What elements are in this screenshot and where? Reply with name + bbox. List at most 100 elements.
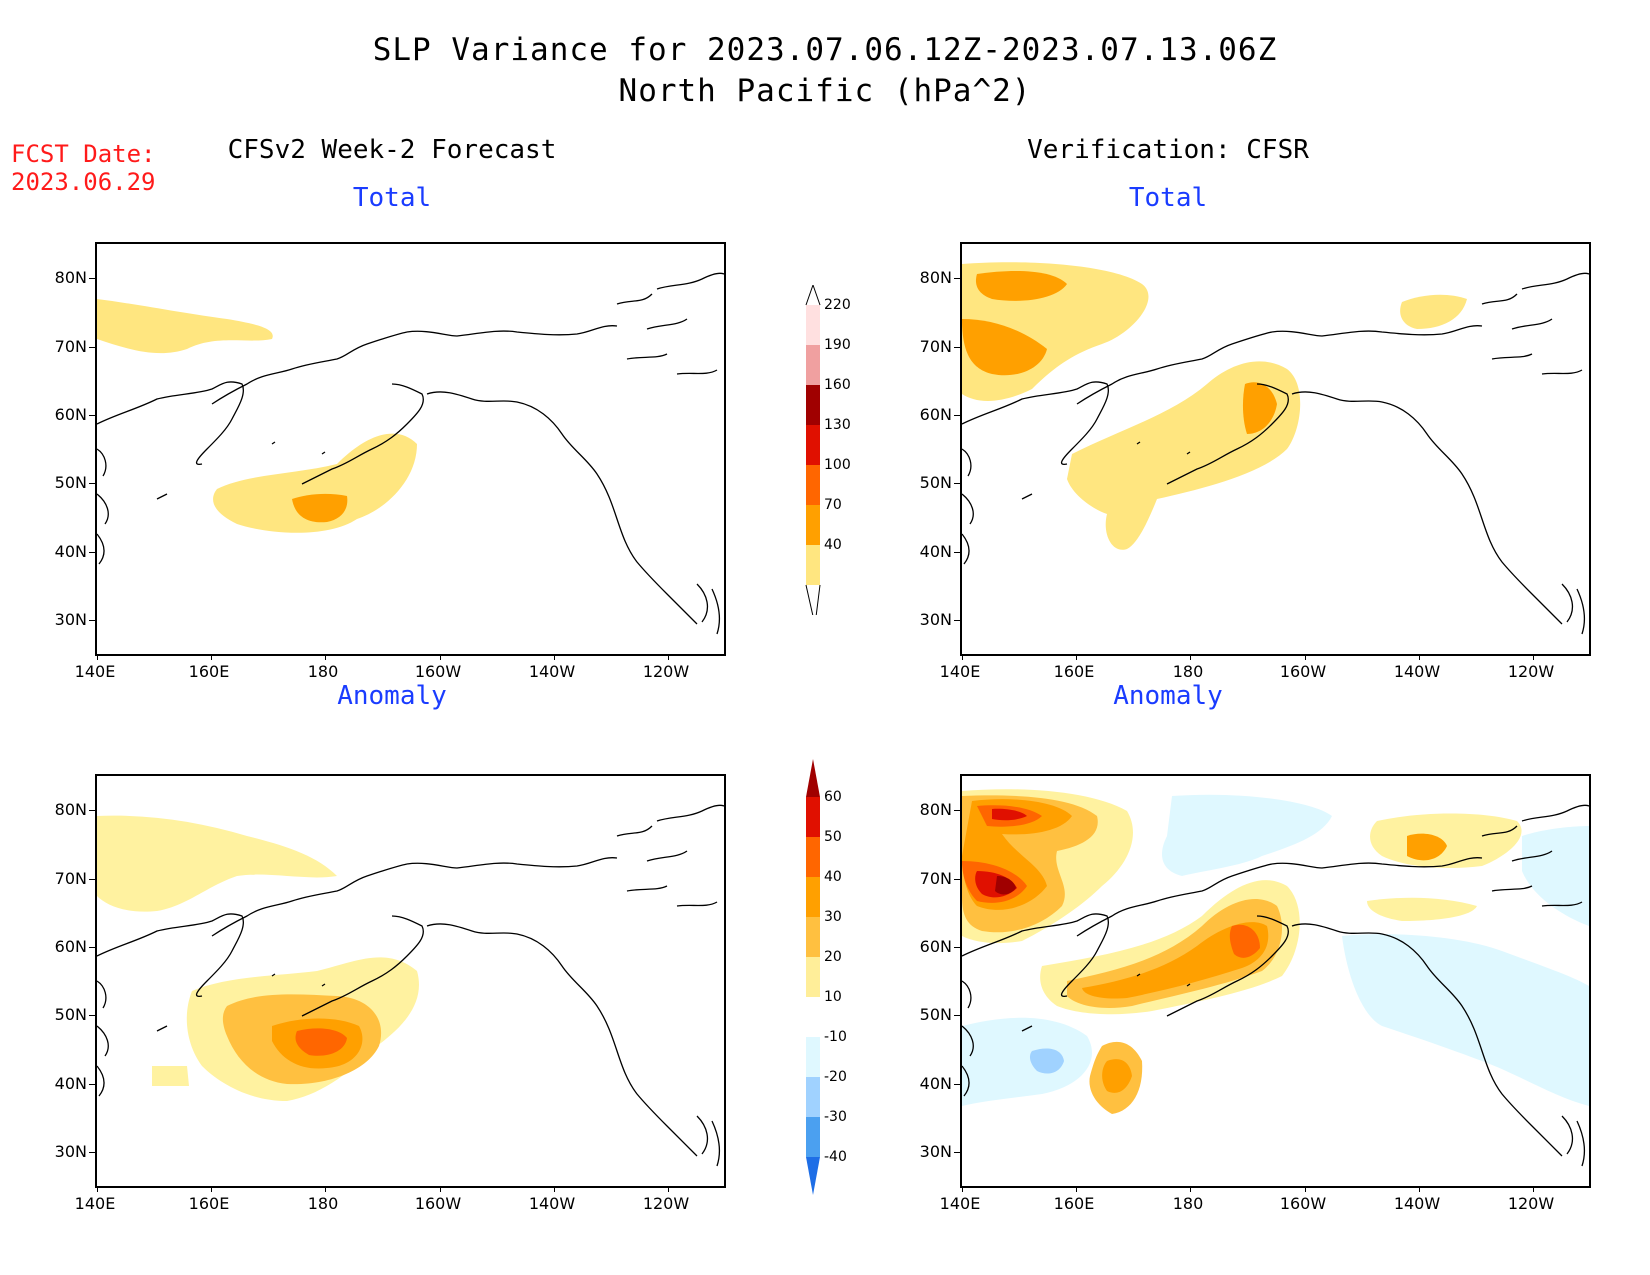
map-forecast-anomaly-svg: [97, 804, 724, 1167]
coastline-segment: [1076, 331, 1273, 405]
longitude-label: 140W: [528, 662, 576, 681]
longitude-tick: [1419, 654, 1420, 660]
coastlines: [97, 804, 724, 1167]
latitude-label: 50N: [54, 473, 87, 492]
longitude-label: 160W: [414, 662, 462, 681]
shade-10-alaska-north: [1370, 813, 1522, 868]
latitude-tick: [954, 415, 960, 416]
shade-70-arctic-south: [962, 319, 1047, 376]
shade-10-arctic: [97, 815, 337, 912]
coastline-segment: [97, 913, 244, 997]
latitude-tick: [954, 483, 960, 484]
longitude-tick: [440, 1186, 441, 1192]
coastline-segment: [1271, 325, 1483, 337]
latitude-label: 40N: [919, 1074, 952, 1093]
shade-neg10-rightedge: [1522, 826, 1589, 926]
verification-total-title: Total: [1128, 183, 1208, 213]
latitude-label: 60N: [54, 937, 87, 956]
shade-30-yellow-south: [1102, 1059, 1132, 1093]
main-title: SLP Variance for 2023.07.06.12Z-2023.07.…: [372, 32, 1278, 68]
latitude-tick: [954, 879, 960, 880]
longitude-tick: [668, 1186, 669, 1192]
coastline-segment: [962, 980, 974, 1097]
longitude-label: 120W: [1507, 1194, 1555, 1213]
coastline-segment: [962, 381, 1109, 465]
map-verification-anomaly-svg: [962, 789, 1589, 1167]
coastline-segment: [962, 913, 1109, 997]
latitude-label: 40N: [54, 1074, 87, 1093]
colorbar-swatch: [806, 305, 820, 345]
shade-10-gulf: [1367, 897, 1477, 921]
map-verification-total: [960, 242, 1591, 656]
longitude-label: 180: [307, 1194, 339, 1213]
colorbar-level-label: 10: [824, 989, 842, 1005]
longitude-tick: [554, 1186, 555, 1192]
fcst-date-label: FCST Date:: [11, 140, 156, 168]
map-forecast-anomaly: [95, 774, 726, 1188]
shade-50-arctic: [975, 808, 1027, 898]
coastline-segment: [1166, 915, 1289, 1017]
main-subtitle: North Pacific (hPa^2): [618, 73, 1032, 109]
coastline-segment: [696, 1115, 721, 1167]
shade-30-alaska-north: [1407, 833, 1447, 861]
coastline-segment: [616, 272, 724, 375]
verification-total-shading: [962, 262, 1467, 550]
coastline-segment: [156, 441, 326, 500]
longitude-tick: [211, 654, 212, 660]
longitude-tick: [1419, 1186, 1420, 1192]
coastline-segment: [97, 980, 109, 1097]
latitude-tick: [954, 278, 960, 279]
verification-anomaly-shading: [962, 789, 1589, 1114]
shade-40-arctic: [97, 299, 273, 354]
colorbar-level-label: -40: [824, 1149, 847, 1165]
longitude-label: 140E: [74, 662, 116, 681]
colorbar-level-label: -30: [824, 1109, 847, 1125]
forecast-total-shading: [97, 299, 417, 533]
longitude-label: 140W: [1393, 662, 1441, 681]
colorbar-level-label: 40: [824, 869, 842, 885]
coastline-segment: [211, 331, 408, 405]
colorbar-swatch: [806, 425, 820, 465]
coastline-segment: [616, 804, 724, 907]
shade-40-pacific: [295, 1028, 347, 1056]
coastline-segment: [1481, 272, 1589, 375]
colorbar-swatch: [806, 1117, 820, 1157]
forecast-total-title: Total: [352, 183, 432, 213]
colorbar-level-label: 50: [824, 829, 842, 845]
colorbar-anomaly-svg: [806, 759, 820, 1195]
colorbar-swatch: [806, 957, 820, 997]
coastline-segment: [426, 391, 698, 625]
longitude-label: 160E: [1053, 1194, 1095, 1213]
forecast-column-title: CFSv2 Week-2 Forecast: [227, 135, 557, 165]
fcst-date-block: FCST Date: 2023.06.29: [11, 140, 156, 196]
colorbar-swatch: [806, 837, 820, 877]
colorbar-swatch: [806, 345, 820, 385]
coastline-segment: [1291, 923, 1563, 1157]
latitude-label: 30N: [54, 610, 87, 629]
colorbar-swatch: [806, 877, 820, 917]
coastline-segment: [211, 863, 408, 937]
longitude-label: 140E: [939, 1194, 981, 1213]
longitude-tick: [1305, 654, 1306, 660]
colorbar-swatch: [806, 505, 820, 545]
coastline-segment: [426, 923, 698, 1157]
longitude-tick: [1076, 654, 1077, 660]
latitude-tick: [89, 879, 95, 880]
latitude-tick: [89, 1152, 95, 1153]
colorbar-total: 40 70 100 130 160 190 220: [800, 283, 860, 626]
latitude-label: 70N: [54, 337, 87, 356]
latitude-tick: [89, 810, 95, 811]
shade-40-pacific: [1229, 924, 1260, 958]
colorbar-level-label: 190: [824, 337, 851, 353]
longitude-tick: [962, 1186, 963, 1192]
colorbar-level-label: 60: [824, 789, 842, 805]
fcst-date-value: 2023.06.29: [11, 168, 156, 196]
colorbar-level-label: 100: [824, 457, 851, 473]
shade-40-alaska-north: [1400, 294, 1467, 329]
shade-neg10-southwest: [962, 1017, 1092, 1106]
verification-column-title: Verification: CFSR: [1027, 135, 1309, 165]
longitude-tick: [668, 654, 669, 660]
latitude-label: 60N: [54, 405, 87, 424]
colorbar-level-label: -20: [824, 1069, 847, 1085]
colorbar-bottom-arrow: [805, 584, 821, 626]
